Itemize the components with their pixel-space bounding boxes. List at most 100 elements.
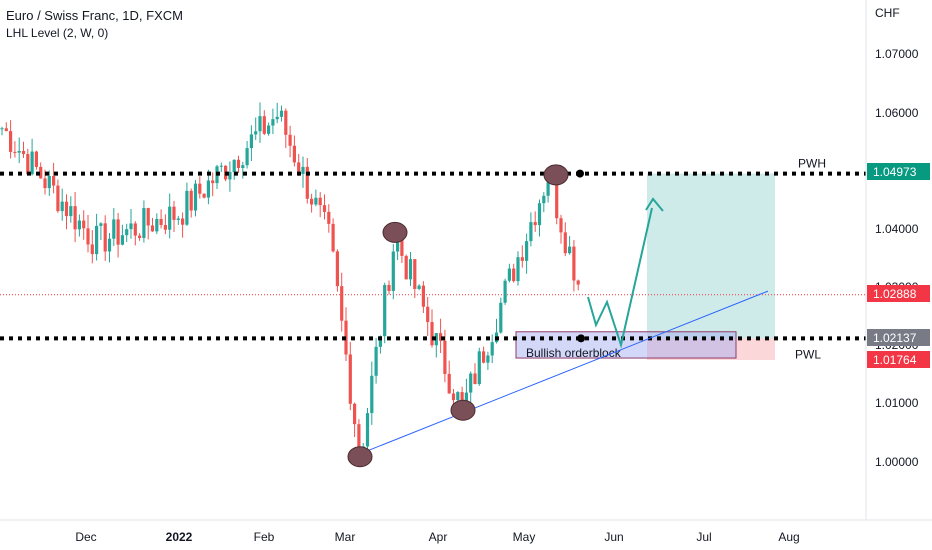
candle	[525, 233, 529, 274]
candle	[447, 360, 451, 394]
candle	[172, 200, 176, 232]
candle	[469, 371, 473, 403]
candle-body	[189, 190, 193, 211]
candle	[39, 162, 43, 179]
pwh-label: PWH	[798, 157, 826, 171]
candle	[408, 252, 413, 287]
candle	[254, 117, 258, 140]
candle-body	[533, 222, 537, 226]
projection-path	[587, 207, 653, 349]
candle-body	[60, 201, 64, 212]
candle	[107, 233, 112, 263]
candle-body	[310, 198, 314, 205]
candle-body	[456, 392, 460, 401]
candle	[258, 102, 262, 143]
candle	[198, 176, 202, 199]
candle	[90, 230, 94, 264]
candle-body	[568, 246, 572, 254]
candle-body	[374, 346, 378, 376]
candle	[331, 218, 335, 253]
candle-body	[447, 373, 451, 394]
candle-body	[318, 197, 322, 206]
candle-body	[73, 206, 77, 230]
candle-body	[340, 286, 344, 321]
candle	[0, 126, 4, 136]
candle-body	[301, 166, 305, 174]
candle-body	[176, 218, 180, 220]
candle-body	[563, 232, 567, 254]
candle	[26, 148, 30, 176]
candle-body	[43, 178, 47, 189]
candle-body	[95, 225, 99, 255]
candle	[404, 254, 408, 280]
candle-body	[490, 342, 494, 356]
y-tick-label: 1.04000	[875, 222, 919, 236]
candle	[86, 215, 90, 253]
candle	[219, 162, 223, 173]
candle	[193, 180, 198, 217]
candle	[271, 108, 275, 135]
candle	[516, 251, 520, 286]
candle-body	[460, 392, 464, 404]
candle-body	[107, 238, 112, 252]
candle-body	[146, 208, 150, 226]
candle-body	[34, 151, 38, 167]
candle	[185, 182, 189, 226]
candle	[542, 192, 546, 213]
indicator-label: LHL Level (2, W, 0)	[6, 26, 109, 40]
candle	[529, 212, 533, 247]
candle	[133, 221, 137, 246]
candle	[490, 334, 494, 364]
candle	[73, 192, 77, 243]
candle-body	[271, 119, 275, 126]
candle	[245, 140, 249, 169]
candle	[284, 108, 288, 149]
price-badge	[867, 285, 930, 302]
candle-body	[348, 354, 352, 404]
candle-body	[249, 134, 253, 149]
candle	[344, 307, 348, 362]
candle-body	[284, 110, 288, 135]
currency-label: CHF	[875, 6, 900, 20]
candle	[30, 138, 34, 176]
candle-body	[297, 162, 301, 174]
candle	[112, 208, 116, 247]
candle-body	[331, 223, 335, 252]
candle	[563, 222, 567, 257]
candle	[146, 207, 150, 240]
candle-body	[572, 246, 576, 281]
candle	[348, 341, 352, 411]
candle-body	[241, 165, 245, 168]
candle-body	[150, 225, 155, 232]
candle-body	[477, 351, 481, 385]
candle-body	[413, 259, 417, 289]
candle-body	[383, 284, 387, 337]
candle-body	[516, 257, 520, 282]
candle-body	[279, 110, 284, 117]
candle-body	[288, 134, 292, 146]
candle-body	[47, 176, 51, 189]
candle	[60, 188, 64, 221]
candle	[507, 263, 511, 283]
swing-marker	[382, 221, 408, 243]
candle-body	[267, 125, 271, 134]
candle	[34, 150, 38, 170]
candle	[163, 214, 167, 235]
y-tick-label: 1.00000	[875, 455, 919, 469]
x-tick-label: Jul	[696, 530, 711, 544]
candle-body	[404, 255, 408, 280]
candle	[421, 281, 425, 314]
candle	[236, 155, 241, 174]
candle	[318, 192, 322, 218]
candle-body	[335, 251, 339, 287]
candle-body	[555, 180, 559, 219]
y-tick-label: 1.06000	[875, 106, 919, 120]
candle	[150, 217, 155, 232]
candle-body	[202, 193, 206, 198]
candle	[477, 347, 481, 386]
candle-body	[400, 239, 404, 256]
candle-body	[120, 235, 124, 245]
candle-body	[275, 116, 279, 120]
